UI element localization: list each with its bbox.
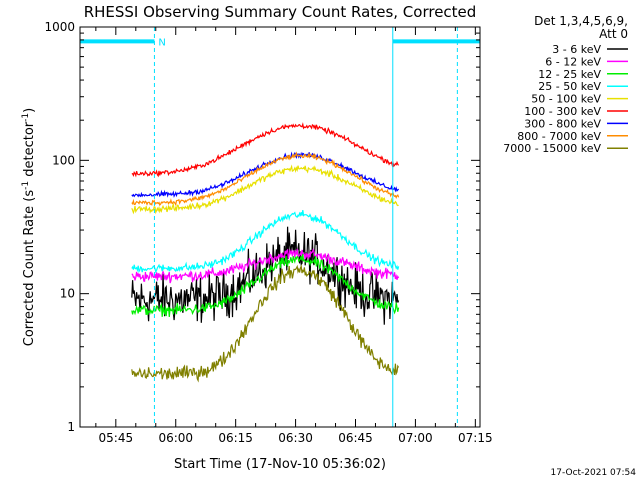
legend-label-9: 7000 - 15000 keV bbox=[503, 142, 601, 155]
series-line-5 bbox=[131, 164, 399, 215]
x-tick-label-2: 06:00 bbox=[158, 431, 193, 445]
y-axis-label-sup2: -1 bbox=[21, 113, 31, 122]
legend-header-line1: Det 1,3,4,5,6,9, bbox=[534, 14, 628, 28]
x-axis-ticks: 05:45 06:00 06:15 06:30 06:45 07:00 07:15 bbox=[95, 27, 493, 445]
series-line-7 bbox=[131, 151, 400, 198]
night-bar-label-1: N bbox=[158, 37, 165, 48]
legend-label-2: 6 - 12 keV bbox=[545, 55, 601, 68]
y-axis-label-sup1: -1 bbox=[21, 181, 31, 190]
series-line-4 bbox=[131, 210, 400, 274]
y-tick-label-2: 10 bbox=[60, 287, 75, 301]
y-tick-label-4: 1000 bbox=[44, 20, 75, 34]
series-line-6 bbox=[131, 122, 400, 178]
legend-label-4: 25 - 50 keV bbox=[538, 80, 601, 93]
x-tick-label-6: 07:00 bbox=[398, 431, 433, 445]
legend-label-8: 800 - 7000 keV bbox=[517, 130, 601, 143]
series-line-3 bbox=[131, 253, 400, 318]
y-axis-label-main: Corrected Count Rate (s bbox=[22, 190, 37, 347]
y-tick-label-1: 1 bbox=[67, 420, 75, 434]
legend-label-5: 50 - 100 keV bbox=[531, 93, 601, 106]
x-tick-label-4: 06:30 bbox=[278, 431, 313, 445]
x-tick-label-3: 06:15 bbox=[218, 431, 253, 445]
legend-label-6: 100 - 300 keV bbox=[524, 105, 601, 118]
x-tick-label-1: 05:45 bbox=[99, 431, 134, 445]
legend-label-3: 12 - 25 keV bbox=[538, 68, 601, 81]
x-tick-label-5: 06:45 bbox=[338, 431, 373, 445]
y-axis-label-mid: detector bbox=[22, 121, 37, 181]
footer-timestamp: 17-Oct-2021 07:54 bbox=[551, 468, 637, 478]
series-line-8 bbox=[131, 151, 400, 207]
plot-frame bbox=[79, 26, 481, 428]
y-axis-ticks: 1 10 100 1000 bbox=[44, 20, 480, 434]
y-axis-label-end: ) bbox=[22, 108, 37, 113]
series-line-2 bbox=[131, 248, 400, 284]
series-line-1 bbox=[131, 226, 400, 325]
legend-label-7: 300 - 800 keV bbox=[524, 117, 601, 130]
chart-title: RHESSI Observing Summary Count Rates, Co… bbox=[84, 3, 477, 21]
y-axis-label: Corrected Count Rate (s-1 detector-1) bbox=[21, 108, 37, 346]
y-tick-label-3: 100 bbox=[52, 153, 75, 167]
x-axis-label: Start Time (17-Nov-10 05:36:02) bbox=[174, 457, 386, 472]
legend-label-1: 3 - 6 keV bbox=[552, 43, 601, 56]
series-line-9 bbox=[131, 263, 400, 383]
x-tick-label-7: 07:15 bbox=[458, 431, 493, 445]
legend-header-line2: Att 0 bbox=[599, 27, 628, 41]
